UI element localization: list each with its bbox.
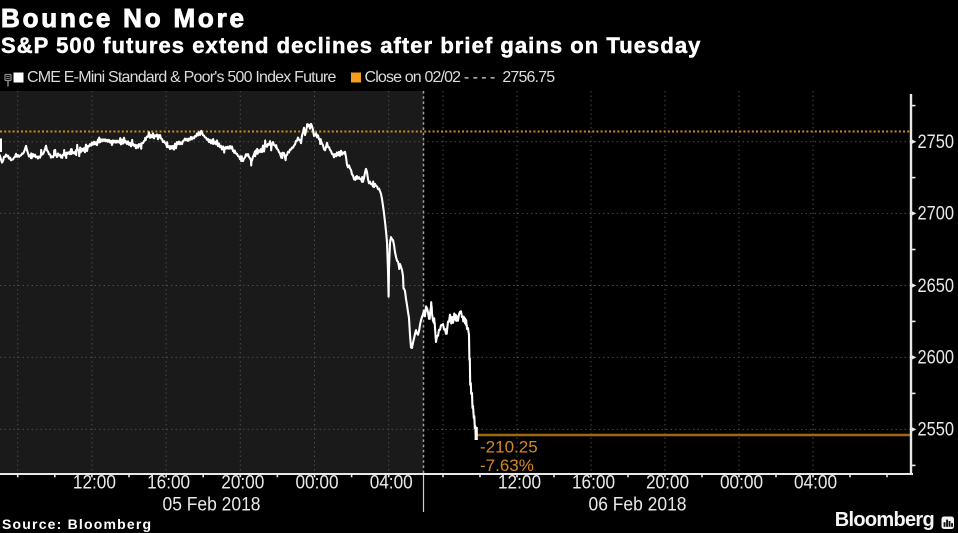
svg-text:00:00: 00:00 bbox=[296, 473, 339, 494]
svg-text:2750: 2750 bbox=[918, 132, 955, 153]
svg-text:16:00: 16:00 bbox=[572, 473, 615, 494]
svg-text:16:00: 16:00 bbox=[147, 473, 190, 494]
svg-text:-7.63%: -7.63% bbox=[480, 456, 534, 475]
svg-text:2650: 2650 bbox=[918, 276, 955, 297]
svg-text:05 Feb 2018: 05 Feb 2018 bbox=[163, 495, 261, 516]
svg-text:04:00: 04:00 bbox=[370, 473, 413, 494]
svg-text:2700: 2700 bbox=[918, 204, 955, 225]
svg-text:12:00: 12:00 bbox=[498, 473, 541, 494]
svg-text:-210.25: -210.25 bbox=[480, 438, 538, 457]
svg-text:12:00: 12:00 bbox=[73, 473, 116, 494]
svg-text:20:00: 20:00 bbox=[646, 473, 689, 494]
svg-text:2550: 2550 bbox=[918, 420, 955, 441]
svg-text:00:00: 00:00 bbox=[720, 473, 763, 494]
svg-text:06 Feb 2018: 06 Feb 2018 bbox=[589, 495, 687, 516]
svg-text:20:00: 20:00 bbox=[221, 473, 264, 494]
svg-text:04:00: 04:00 bbox=[794, 473, 837, 494]
svg-text:2600: 2600 bbox=[918, 348, 955, 369]
